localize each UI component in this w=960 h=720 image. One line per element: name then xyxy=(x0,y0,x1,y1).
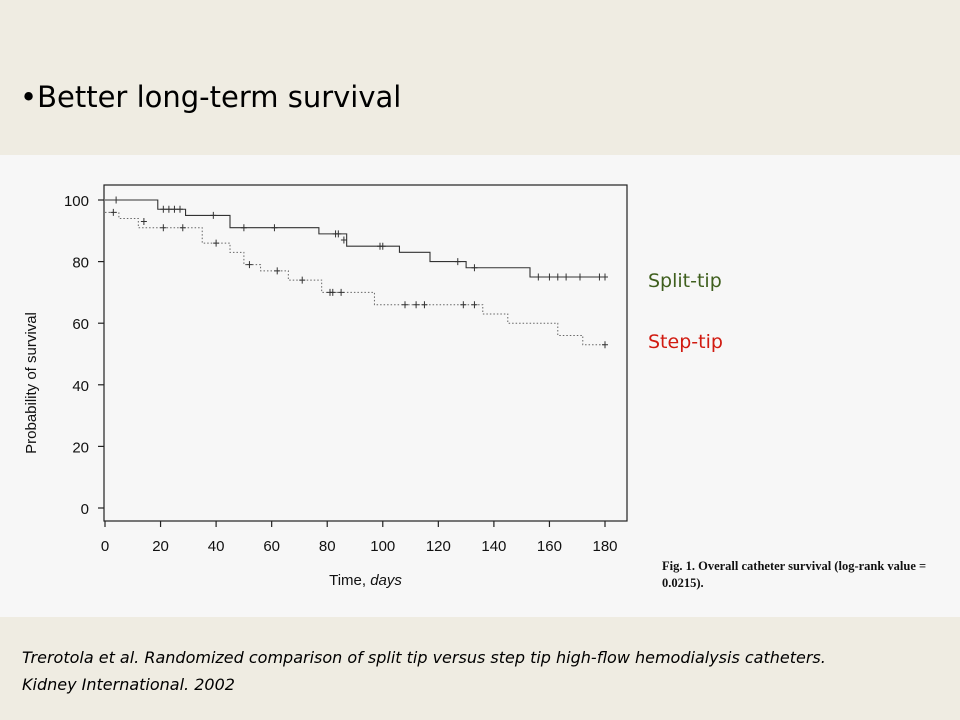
series-split-tip-censor-mark xyxy=(554,273,561,281)
citation: Trerotola et al. Randomized comparison o… xyxy=(22,644,942,698)
series-split-tip-censor-mark xyxy=(535,273,542,281)
series-split-tip-censor-mark xyxy=(177,205,183,213)
y-tick-label: 40 xyxy=(72,378,89,395)
x-tick-label: 160 xyxy=(537,538,562,555)
series-step-tip-censor-mark xyxy=(110,208,117,216)
series-split-tip-censor-mark xyxy=(165,205,172,213)
x-tick-label: 180 xyxy=(592,538,617,555)
series-split-tip-censor-mark xyxy=(379,242,386,250)
series-step-tip-censor-mark xyxy=(402,301,408,309)
series-split-tip-censor-mark xyxy=(271,224,278,232)
x-tick-label: 120 xyxy=(426,538,451,555)
series-split-tip-censor-mark xyxy=(577,273,583,281)
series-split-tip-censor-mark xyxy=(335,230,342,238)
series-split-tip-censor-mark xyxy=(454,258,461,266)
x-tick-label: 100 xyxy=(370,538,395,555)
series-step-tip-censor-mark xyxy=(413,301,420,309)
series-split-tip-censor-mark xyxy=(596,273,603,281)
plot-frame xyxy=(103,184,628,522)
survival-chart: 0 20 40 60 80 100 0 20 40 60 80 100 120 140 160 180 Time… xyxy=(23,184,628,589)
series-step-tip-censor-mark xyxy=(460,301,467,309)
x-axis-label: Time, days xyxy=(329,572,402,589)
legend-step-tip: Step-tip xyxy=(648,331,723,353)
legend-split-tip: Split-tip xyxy=(648,270,722,292)
series-step-tip-censor-mark xyxy=(274,267,281,275)
x-tick-label: 80 xyxy=(319,538,336,555)
x-tick-label: 140 xyxy=(481,538,506,555)
series-step-tip-censor-mark xyxy=(338,288,345,296)
x-tick-label: 60 xyxy=(263,538,280,555)
series-split-tip-censor-mark xyxy=(546,273,553,281)
x-tick-label: 20 xyxy=(152,538,169,555)
citation-line-1: Trerotola et al. Randomized comparison o… xyxy=(22,648,826,667)
series-step-tip-censor-mark xyxy=(246,261,253,269)
series-step-tip-censor-mark xyxy=(421,301,428,309)
series-step-tip-line xyxy=(105,211,605,346)
figure-caption: Fig. 1. Overall catheter survival (log-r… xyxy=(662,559,927,590)
citation-line-2: Kidney International. 2002 xyxy=(22,675,235,694)
figure-panel: 0 20 40 60 80 100 0 20 40 60 80 100 120 140 160 180 Time… xyxy=(0,155,960,617)
slide-title: •Better long-term survival xyxy=(20,80,402,114)
series-split-tip-censor-mark xyxy=(171,205,178,213)
series-step-tip-censor-mark xyxy=(471,301,478,309)
series-split-tip-censor-mark xyxy=(471,264,478,272)
series-step-tip-censor-mark xyxy=(602,341,608,349)
series-split-tip-censor-mark xyxy=(340,236,347,244)
series-split-tip-censor-mark xyxy=(240,224,247,232)
series-step-tip-censor-mark xyxy=(213,239,220,247)
series-step-tip-censor-mark xyxy=(299,276,306,284)
series-split-tip-censor-mark xyxy=(113,196,120,204)
series-split-tip-censor-mark xyxy=(563,273,570,281)
series-step-tip-censor-mark xyxy=(140,218,147,226)
series-split-tip-censor-mark xyxy=(602,273,608,281)
y-tick-label: 20 xyxy=(72,439,89,456)
x-tick-label: 0 xyxy=(101,538,109,555)
series-step-tip-censor-mark xyxy=(179,224,186,232)
y-tick-label: 0 xyxy=(81,501,89,518)
series-split-tip-censor-mark xyxy=(210,211,217,219)
y-tick-label: 80 xyxy=(72,255,89,272)
y-tick-label: 100 xyxy=(64,193,89,210)
series-step-tip-censor-mark xyxy=(160,224,167,232)
series-split-tip-censor-mark xyxy=(160,205,167,213)
series-step-tip-censor-mark xyxy=(329,288,336,296)
y-axis-label: Probability of survival xyxy=(23,312,40,454)
x-tick-label: 40 xyxy=(208,538,225,555)
y-tick-label: 60 xyxy=(72,316,89,333)
